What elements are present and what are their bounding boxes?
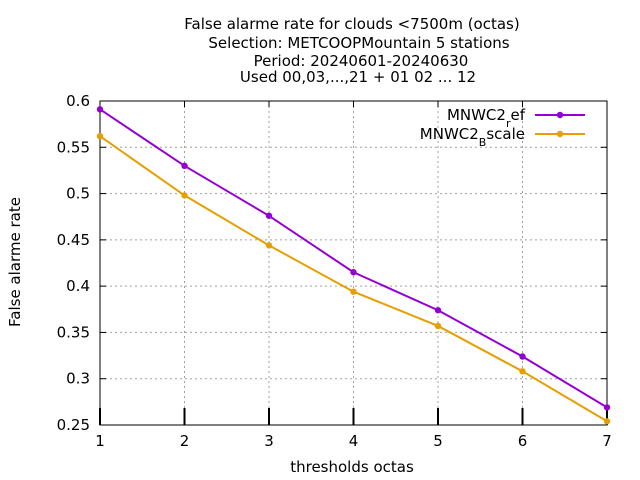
series-2-point (603, 418, 611, 425)
series-1-point (350, 269, 357, 276)
series-1-point (519, 353, 526, 360)
series-1-point (181, 162, 188, 169)
y-tick-label: 0.4 (66, 277, 90, 295)
x-tick-label: 4 (349, 432, 359, 450)
y-tick-label: 0.35 (57, 323, 90, 341)
legend-entry-2-label: MNWC2Bscale (420, 125, 525, 149)
plot-frame (99, 100, 608, 426)
x-tick-label: 3 (264, 432, 274, 450)
legend-entry-1-label: MNWC2ref (447, 106, 526, 130)
y-tick-label: 0.55 (57, 138, 90, 156)
x-tick-label: 7 (602, 432, 612, 450)
series-1-point (265, 212, 273, 219)
y-tick-label: 0.5 (66, 185, 90, 203)
series-2-point (519, 368, 526, 375)
y-tick-label: 0.6 (66, 92, 90, 110)
series-1-point (434, 307, 442, 314)
x-tick-label: 2 (180, 432, 190, 450)
title-line-2: Selection: METCOOPMountain 5 stations (208, 34, 509, 52)
chart-title: False alarme rate for clouds <7500m (oct… (184, 15, 519, 86)
legend-entry-1-marker (556, 111, 564, 119)
legend-entry-2-marker (556, 130, 564, 138)
title-line-1: False alarme rate for clouds <7500m (oct… (184, 15, 519, 33)
series-2-point (434, 322, 442, 330)
series-2-point (350, 288, 357, 295)
x-tick-label: 5 (433, 432, 443, 450)
title-line-4: Used 00,03,...,21 + 01 02 ... 12 (240, 68, 476, 86)
x-axis-label: thresholds octas (290, 458, 414, 476)
y-tick-label: 0.3 (66, 370, 90, 388)
series-2-point (181, 192, 188, 199)
x-tick-label: 1 (95, 432, 105, 450)
axis-ticks: 0.25 0.3 0.35 0.4 0.45 0.5 0.55 0.6 1 2 3 4 5 6 7 (57, 92, 612, 450)
series-2-point (96, 132, 104, 140)
series-2-point (265, 242, 273, 249)
y-tick-label: 0.25 (57, 416, 90, 434)
y-tick-label: 0.45 (57, 231, 90, 249)
series-1-point (603, 404, 611, 411)
series-1-point (96, 106, 104, 113)
title-line-3: Period: 20240601-20240630 (254, 52, 469, 70)
y-axis-label: False alarme rate (6, 197, 24, 327)
x-tick-label: 6 (518, 432, 528, 450)
series-layer (96, 106, 611, 425)
